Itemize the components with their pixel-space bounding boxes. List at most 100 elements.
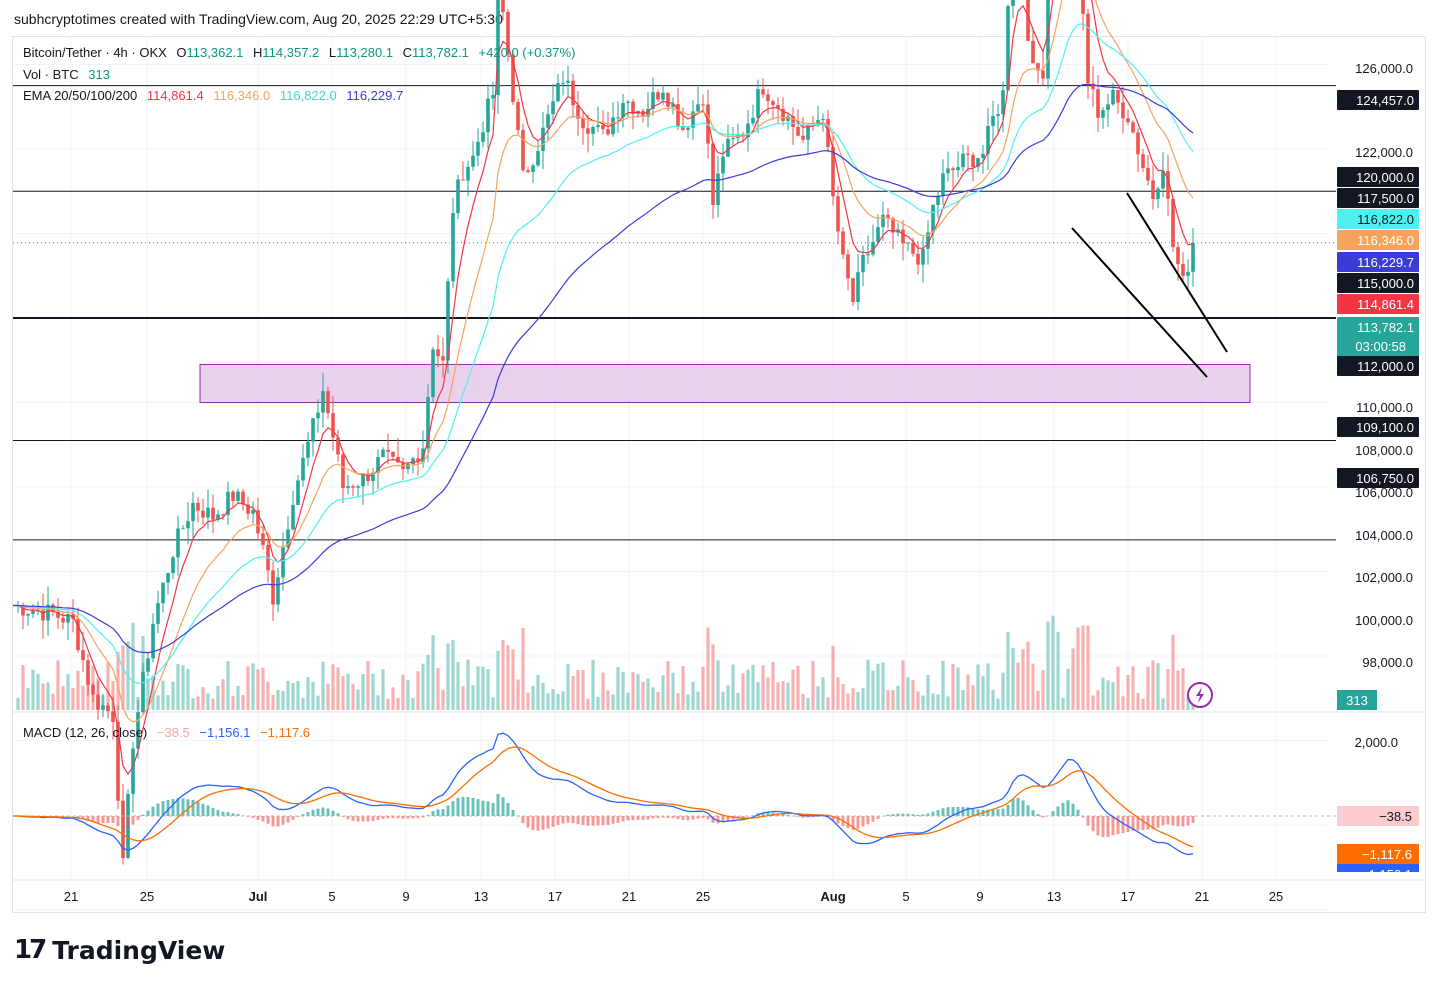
volume-bar <box>426 654 430 710</box>
legend-macd-line: −1,156.1 <box>199 725 251 740</box>
legend-ema: EMA 20/50/100/200 114,861.4 116,346.0 11… <box>23 88 409 103</box>
price-label-text: 109,100.0 <box>1356 420 1414 435</box>
macd-histogram-bar <box>656 816 660 819</box>
candle <box>61 617 65 623</box>
volume-bar <box>521 627 525 710</box>
volume-bar <box>371 673 375 710</box>
macd-histogram-bar <box>1066 800 1070 816</box>
volume-bar <box>406 680 410 710</box>
candle <box>656 92 660 100</box>
volume-bar <box>646 678 650 710</box>
volume-bar <box>461 686 465 710</box>
candle <box>581 118 585 129</box>
candle <box>186 521 190 529</box>
volume-bar <box>811 660 815 710</box>
volume-bar <box>886 690 890 710</box>
volume-bar <box>151 675 155 710</box>
macd-label-badge <box>1337 844 1419 864</box>
macd-histogram-bar <box>486 801 490 816</box>
candle <box>281 547 285 578</box>
time-axis: 21 25 Jul 5 9 13 17 21 25 Aug 5 9 13 17 21 25 <box>64 889 1283 904</box>
candle <box>261 533 265 545</box>
volume-bar <box>276 690 280 710</box>
macd-histogram-bar <box>916 814 920 816</box>
macd-histogram-bar <box>831 816 835 821</box>
volume-bar <box>896 685 900 710</box>
candle <box>241 491 245 505</box>
candle <box>506 11 510 55</box>
volume-bar <box>441 689 445 710</box>
volume-bar <box>751 664 755 710</box>
grid-lines <box>13 37 1330 910</box>
legend-volume: Vol · BTC 313 <box>23 67 116 82</box>
macd-histogram-bar <box>351 816 355 821</box>
volume-label-badge <box>1337 690 1377 710</box>
macd-histogram-bar <box>736 816 740 819</box>
candle <box>36 610 40 612</box>
candle <box>696 104 700 112</box>
candle <box>141 671 145 713</box>
volume-bar <box>846 693 850 710</box>
volume-bar <box>891 690 895 710</box>
candle <box>1126 118 1130 123</box>
macd-histogram-bar <box>991 809 995 816</box>
macd-histogram-bar <box>601 816 605 826</box>
macd-histogram-bar <box>1116 816 1120 835</box>
candle <box>846 254 850 279</box>
volume-bar <box>306 677 310 710</box>
volume-bar <box>466 659 470 710</box>
volume-bar <box>451 639 455 710</box>
volume-bar <box>736 692 740 710</box>
volume-bar <box>496 650 500 710</box>
price-label-badge <box>1337 356 1419 376</box>
candle <box>661 92 665 100</box>
volume-bar <box>386 698 390 710</box>
volume-bar <box>121 645 125 710</box>
candle <box>881 214 885 228</box>
macd-histogram-bar <box>1106 816 1110 837</box>
candle <box>926 232 930 249</box>
macd-histogram-bar <box>591 816 595 826</box>
candle <box>481 132 485 142</box>
volume-bar <box>131 622 135 710</box>
tradingview-logo[interactable]: 17 TradingView <box>14 935 225 965</box>
volume-bar <box>716 660 720 710</box>
candle <box>421 448 425 463</box>
candle <box>291 505 295 530</box>
candle <box>346 486 350 489</box>
volume-bar <box>801 694 805 710</box>
price-label-badge <box>1337 209 1419 229</box>
macd-histogram-bar <box>676 816 680 820</box>
candle <box>981 153 985 159</box>
candle <box>376 457 380 473</box>
volume-bar <box>746 669 750 710</box>
legend-low: L113,280.1 <box>328 45 394 60</box>
candle <box>226 491 230 515</box>
candle <box>1116 89 1120 103</box>
volume-bar <box>281 690 285 710</box>
volume-bar <box>756 682 760 710</box>
macd-line <box>13 732 1194 856</box>
macd-histogram-bar <box>926 813 930 816</box>
volume-bar <box>1131 666 1135 710</box>
volume-bar <box>676 693 680 710</box>
candle <box>1036 63 1040 71</box>
macd-histogram-bar <box>691 816 695 820</box>
candle <box>1081 0 1085 14</box>
volume-bar <box>1001 672 1005 710</box>
macd-histogram-bar <box>381 816 385 819</box>
volume-bar <box>936 694 940 710</box>
volume-bar <box>796 665 800 710</box>
time-tick-label: 5 <box>328 889 335 904</box>
candle <box>1141 154 1145 168</box>
candle <box>431 349 435 398</box>
candle <box>26 613 30 616</box>
macd-histogram-bar <box>496 793 500 816</box>
macd-histogram-bar <box>1001 808 1005 816</box>
volume-bar <box>446 643 450 710</box>
volume-bar <box>361 674 365 710</box>
time-tick-label: 13 <box>474 889 488 904</box>
macd-histogram-bar <box>1151 816 1155 830</box>
volume-bar <box>1176 670 1180 710</box>
